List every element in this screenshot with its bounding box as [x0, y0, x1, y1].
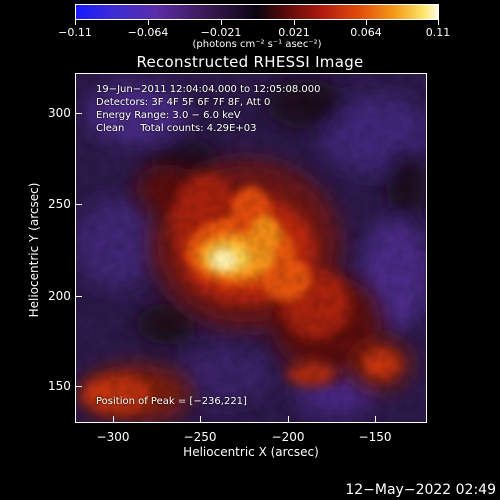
y-tick-label: 250: [48, 197, 71, 211]
x-tick-label: −250: [183, 430, 217, 444]
x-tick: [288, 416, 289, 423]
energy-range: Energy Range: 3.0 − 6.0 keV: [96, 110, 241, 121]
y-tick: [75, 296, 82, 297]
colorbar-tick-label: 0.064: [350, 26, 382, 39]
colorbar-tick: [438, 19, 439, 25]
colorbar: [75, 4, 439, 20]
x-tick: [375, 416, 376, 423]
colorbar-tick: [366, 19, 367, 25]
x-tick-label: −150: [358, 430, 392, 444]
colorbar-tick-label: 0.11: [425, 26, 451, 39]
colorbar-tick-label: −0.021: [200, 26, 242, 39]
colorbar-tick-label: −0.064: [127, 26, 169, 39]
colorbar-tick: [148, 19, 149, 25]
y-tick: [75, 204, 82, 205]
colorbar-tick: [221, 19, 222, 25]
rhessi-image: [76, 74, 426, 422]
y-axis-label: Heliocentric Y (arcsec): [27, 182, 41, 318]
x-tick-label: −300: [96, 430, 130, 444]
x-tick: [113, 416, 114, 423]
colorbar-tick-label: −0.11: [58, 26, 92, 39]
x-tick: [200, 416, 201, 423]
colorbar-units: (photons cm⁻² s⁻¹ asec⁻²): [192, 39, 322, 50]
y-tick-label: 150: [48, 379, 71, 393]
y-tick: [75, 113, 82, 114]
plot-title: Reconstructed RHESSI Image: [136, 53, 364, 71]
colorbar-tick: [294, 19, 295, 25]
x-tick-label: −200: [271, 430, 305, 444]
y-tick-label: 300: [48, 106, 71, 120]
peak-position: Position of Peak = [−236,221]: [96, 396, 247, 407]
colorbar-tick-label: 0.021: [278, 26, 310, 39]
y-tick: [75, 386, 82, 387]
observation-time: 19−Jun−2011 12:04:04.000 to 12:05:08.000: [96, 84, 321, 95]
y-tick-label: 200: [48, 289, 71, 303]
plot-timestamp: 12−May−2022 02:49: [345, 482, 496, 498]
colorbar-tick: [75, 19, 76, 25]
x-axis-label: Heliocentric X (arcsec): [183, 445, 319, 459]
image-frame: 19−Jun−2011 12:04:04.000 to 12:05:08.000…: [75, 73, 427, 423]
detectors-info: Detectors: 3F 4F 5F 6F 7F 8F, Att 0: [96, 97, 271, 108]
algorithm-counts: Clean Total counts: 4.29E+03: [96, 123, 257, 134]
